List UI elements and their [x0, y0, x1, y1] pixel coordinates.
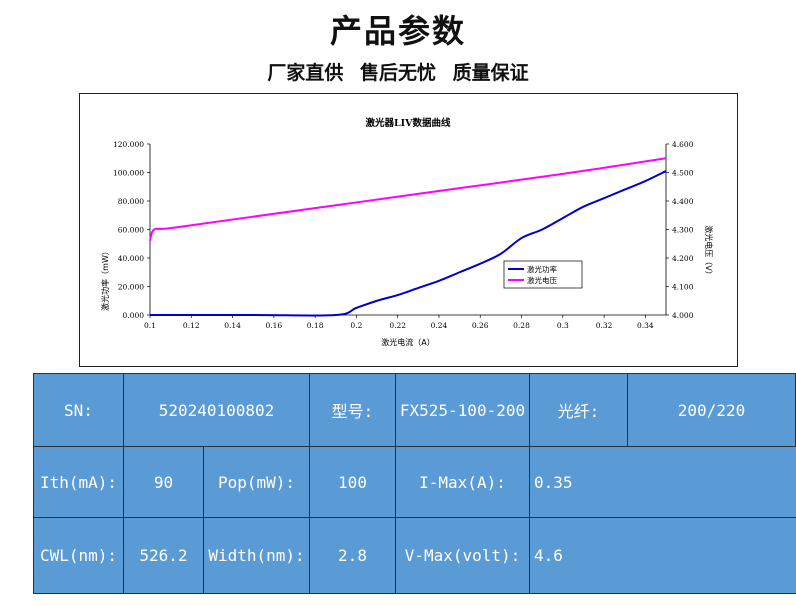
pop-label: Pop(mW):	[203, 446, 310, 518]
x-tick-label: 0.24	[431, 321, 448, 330]
x-tick-label: 0.28	[513, 321, 530, 330]
x-tick-label: 0.32	[596, 321, 613, 330]
legend-label-voltage: 激光电压	[527, 275, 557, 285]
fiber-label: 光纤:	[529, 373, 628, 447]
cwl-label: CWL(nm):	[33, 517, 124, 594]
x-tick-label: 0.1	[144, 321, 156, 330]
chart-title: 激光器LIV数据曲线	[366, 117, 451, 129]
series-line-power	[150, 170, 667, 317]
x-tick-label: 0.22	[389, 321, 406, 330]
liv-chart: 激光器LIV数据曲线 0.1 0.12 0.14 0.16 0.18 0.2 0.22 0.2…	[79, 93, 738, 367]
y-right-tick-label: 4.200	[672, 254, 694, 263]
x-tick-label: 0.18	[307, 321, 324, 330]
liv-chart-svg: 激光器LIV数据曲线 0.1 0.12 0.14 0.16 0.18 0.2 0.22 0.2…	[100, 117, 714, 347]
x-tick-label: 0.2	[350, 321, 362, 330]
x-tick-label: 0.34	[637, 321, 654, 330]
y-left-tick-label: 120.000	[113, 140, 144, 149]
imax-label: I-Max(A):	[395, 446, 530, 518]
fiber-value: 200/220	[627, 373, 796, 447]
model-label: 型号:	[309, 373, 396, 447]
page-subtitle: 厂家直供 售后无忧 质量保证	[267, 62, 529, 84]
x-tick-label: 0.12	[183, 321, 200, 330]
chart-axes: 0.1 0.12 0.14 0.16 0.18 0.2 0.22 0.24 0.26 0.28 0.…	[113, 140, 694, 330]
vmax-value: 4.6	[529, 517, 796, 594]
ith-label: Ith(mA):	[33, 446, 124, 518]
y-left-tick-label: 80.000	[118, 197, 144, 206]
x-tick-label: 0.16	[265, 321, 282, 330]
x-axis-label: 激光电流（A）	[381, 337, 434, 347]
imax-value: 0.35	[529, 446, 796, 518]
chart-legend: 激光功率 激光电压	[503, 260, 583, 289]
y-right-tick-label: 4.500	[672, 169, 694, 178]
spec-row-1: SN: 520240100802 型号: FX525-100-200 光纤: 2…	[33, 373, 796, 447]
y-right-tick-label: 4.100	[672, 283, 694, 292]
x-tick-label: 0.3	[557, 321, 569, 330]
spec-table: SN: 520240100802 型号: FX525-100-200 光纤: 2…	[33, 373, 796, 594]
y-left-tick-label: 60.000	[118, 226, 144, 235]
page-title: 产品参数	[329, 12, 466, 50]
chart-series	[149, 157, 667, 317]
y-right-tick-label: 4.300	[672, 226, 694, 235]
y-right-tick-label: 4.000	[672, 311, 694, 320]
y-axis-left-label: 激光功率（mW）	[100, 247, 110, 311]
y-left-tick-label: 20.000	[118, 283, 144, 292]
model-value: FX525-100-200	[395, 373, 530, 447]
legend-label-power: 激光功率	[527, 264, 557, 274]
y-right-tick-label: 4.400	[672, 197, 694, 206]
sn-value: 520240100802	[123, 373, 310, 447]
x-tick-label: 0.14	[224, 321, 241, 330]
vmax-label: V-Max(volt):	[395, 517, 530, 594]
cwl-value: 526.2	[123, 517, 204, 594]
pop-value: 100	[309, 446, 396, 518]
series-line-voltage	[149, 157, 667, 242]
width-label: Width(nm):	[203, 517, 310, 594]
ith-value: 90	[123, 446, 204, 518]
y-left-tick-label: 100.000	[113, 169, 144, 178]
width-value: 2.8	[309, 517, 396, 594]
x-tick-label: 0.26	[472, 321, 489, 330]
spec-row-2: Ith(mA): 90 Pop(mW): 100 I-Max(A): 0.35	[33, 446, 796, 518]
y-left-tick-label: 40.000	[118, 254, 144, 263]
y-left-tick-label: 0.000	[123, 311, 145, 320]
legend-box	[503, 260, 583, 289]
spec-row-3: CWL(nm): 526.2 Width(nm): 2.8 V-Max(volt…	[33, 517, 796, 594]
y-axis-right-label: 激光电压（V）	[704, 225, 714, 278]
sn-label: SN:	[33, 373, 124, 447]
y-right-tick-label: 4.600	[672, 140, 694, 149]
